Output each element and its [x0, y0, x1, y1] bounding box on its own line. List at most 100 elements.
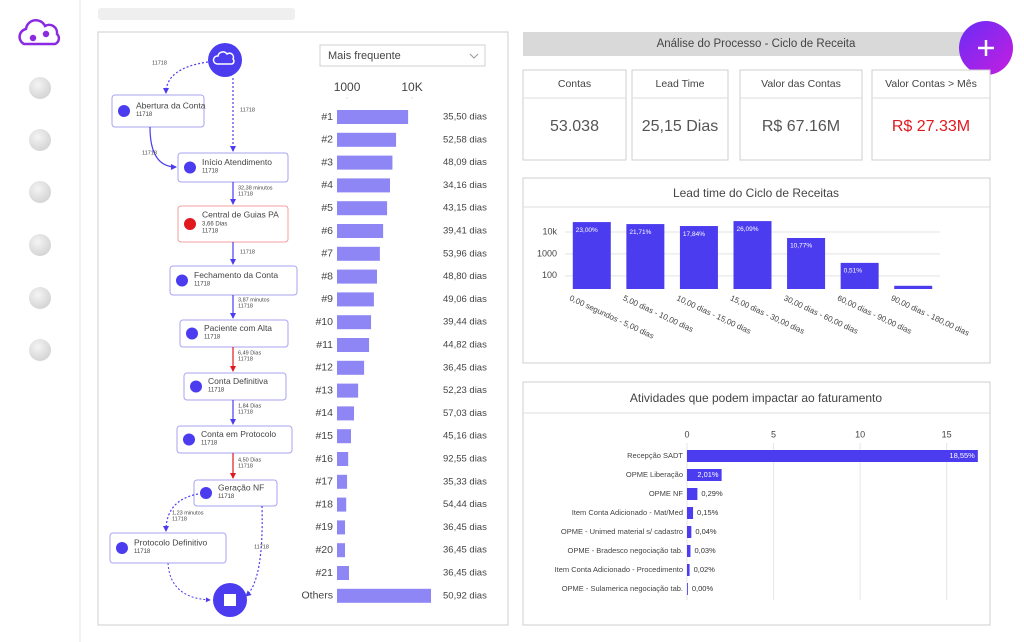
bar[interactable] — [687, 450, 978, 462]
bar-label: 0,04% — [695, 527, 717, 536]
y-tick-label: 10k — [542, 226, 557, 236]
bar[interactable] — [337, 566, 349, 580]
flow-node[interactable] — [179, 319, 289, 348]
bar[interactable] — [572, 222, 611, 289]
y-tick-label: OPME - Unimed material s/ cadastro — [561, 527, 683, 536]
bar[interactable] — [337, 315, 372, 330]
end-icon — [224, 594, 236, 606]
bar[interactable] — [337, 201, 388, 216]
y-tick-label: OPME Liberação — [626, 470, 683, 479]
selector[interactable] — [319, 44, 486, 67]
duration-label: 36,45 dias — [443, 522, 487, 533]
node-label: Conta Definitiva — [208, 376, 268, 386]
duration-label: 43,15 dias — [443, 203, 487, 214]
bar[interactable] — [787, 238, 826, 289]
start-node — [208, 43, 242, 77]
bar[interactable] — [687, 488, 698, 500]
bar[interactable] — [337, 520, 346, 535]
bar[interactable] — [679, 226, 718, 289]
bar-label: 18,55% — [949, 451, 975, 460]
bar[interactable] — [337, 588, 432, 603]
y-tick-label: #7 — [321, 248, 333, 260]
duration-label: 53,96 dias — [443, 248, 487, 259]
bar[interactable] — [337, 383, 359, 398]
bar-label: 21,71% — [629, 229, 651, 236]
chart-title: Lead time do Ciclo de Receitas — [673, 186, 839, 200]
logo[interactable] — [18, 19, 61, 46]
x-tick-label: 1000 — [334, 80, 361, 94]
edge-count: 11718 — [240, 249, 255, 255]
edge-count: 11718 — [238, 356, 253, 362]
duration-label: 36,45 dias — [443, 568, 487, 579]
y-tick-label: #6 — [321, 225, 333, 237]
nav-button[interactable] — [29, 129, 51, 151]
edge-count: 11718 — [152, 60, 167, 66]
bar[interactable] — [337, 224, 384, 238]
bar[interactable] — [687, 469, 722, 481]
flow-node[interactable] — [111, 94, 205, 128]
node-count: 11718 — [201, 441, 218, 447]
x-tick-label: 10K — [401, 80, 422, 94]
flow-node[interactable] — [176, 425, 293, 454]
bar-label: 17,84% — [683, 231, 705, 238]
bar[interactable] — [733, 221, 772, 289]
bar[interactable] — [337, 269, 378, 284]
bar[interactable] — [337, 360, 365, 375]
y-tick-label: #9 — [321, 293, 333, 305]
bar-label: 0,02% — [694, 565, 716, 574]
nav-button[interactable] — [29, 287, 51, 309]
nav-button[interactable] — [29, 181, 51, 203]
bar[interactable] — [337, 110, 409, 124]
y-tick-label: #21 — [315, 567, 333, 579]
flow-edge — [245, 505, 263, 597]
edge-duration: 3,87 minutos — [238, 297, 270, 303]
bar[interactable] — [337, 338, 370, 352]
bar[interactable] — [337, 429, 352, 444]
edge-duration: 4,50 Dias — [238, 457, 261, 463]
node-label: Central de Guias PA — [202, 209, 279, 219]
bar[interactable] — [337, 178, 391, 193]
bar[interactable] — [337, 132, 397, 147]
kpi-label: Lead Time — [655, 78, 704, 90]
bar[interactable] — [687, 545, 691, 557]
bar[interactable] — [687, 564, 690, 576]
node-label: Geração NF — [218, 482, 264, 492]
y-tick-label: #14 — [315, 407, 333, 419]
bar[interactable] — [337, 155, 393, 170]
bar[interactable] — [337, 474, 348, 489]
bar-label: 26,09% — [737, 226, 759, 233]
y-tick-label: #1 — [321, 111, 333, 123]
duration-label: 52,58 dias — [443, 134, 487, 145]
edge-count: 11718 — [142, 150, 157, 156]
nav-button[interactable] — [29, 234, 51, 256]
flow-node[interactable] — [193, 479, 278, 507]
bar[interactable] — [337, 292, 374, 307]
y-tick-label: #11 — [316, 339, 333, 351]
bar[interactable] — [337, 406, 355, 421]
add-button[interactable] — [959, 21, 1013, 75]
flow-node[interactable] — [109, 532, 227, 564]
bar[interactable] — [337, 497, 347, 512]
y-tick-label: Item Conta Adicionado - Mat/Med — [572, 508, 683, 517]
flow-edge — [163, 61, 209, 94]
edge-count: 11718 — [238, 191, 253, 197]
bar[interactable] — [687, 583, 688, 595]
y-tick-label: #12 — [315, 362, 333, 374]
nav-button[interactable] — [29, 339, 51, 361]
edge-count: 11718 — [238, 409, 253, 415]
bar[interactable] — [626, 224, 665, 289]
flow-edge — [163, 493, 199, 532]
bar[interactable] — [687, 526, 692, 538]
bar[interactable] — [840, 262, 879, 289]
bar[interactable] — [337, 246, 380, 261]
bar[interactable] — [337, 452, 349, 466]
duration-label: 36,45 dias — [443, 362, 487, 373]
sidebar — [0, 0, 80, 642]
edge-duration: 6,49 Dias — [238, 350, 261, 356]
flow-node[interactable] — [183, 372, 287, 401]
bar[interactable] — [894, 285, 933, 289]
nav-button[interactable] — [29, 77, 51, 99]
node-icon — [118, 105, 130, 117]
bar[interactable] — [337, 543, 346, 558]
bar[interactable] — [687, 507, 694, 519]
